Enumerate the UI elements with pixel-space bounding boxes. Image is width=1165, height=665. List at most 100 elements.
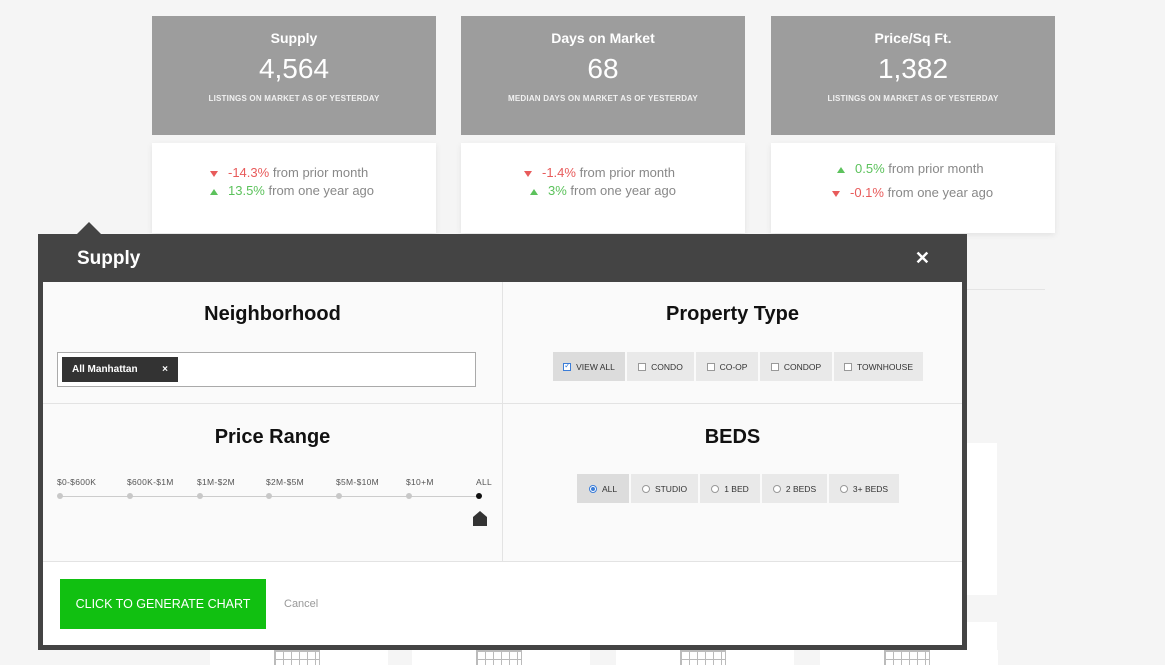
slider-stop-selected[interactable] — [476, 493, 482, 499]
checkbox-icon — [638, 362, 647, 371]
close-icon[interactable]: ✕ — [914, 248, 930, 268]
change-value: 13.5% — [228, 183, 265, 198]
background-panel — [210, 650, 388, 665]
up-arrow-icon — [837, 166, 845, 173]
option-label: 1 BED — [724, 483, 749, 494]
price-tick-label: $1M-$2M — [197, 477, 236, 487]
option-label: 3+ BEDS — [852, 483, 889, 494]
property-type-view-all[interactable]: VIEW ALL — [553, 352, 625, 381]
up-arrow-icon — [530, 188, 538, 195]
stat-card-value: 4,564 — [258, 53, 330, 84]
change-value: 3% — [548, 183, 567, 198]
up-arrow-icon — [210, 188, 218, 195]
option-label: TOWNHOUSE — [856, 361, 914, 372]
stat-card-subtitle: LISTINGS ON MARKET AS OF YESTERDAY — [208, 94, 380, 103]
price-tick-label: $10+M — [406, 477, 434, 487]
checkbox-icon — [843, 362, 852, 371]
slider-stop[interactable] — [336, 493, 342, 499]
price-tick-label: $5M-$10M — [336, 477, 380, 487]
option-label: STUDIO — [654, 483, 688, 494]
beds-2-beds[interactable]: 2 BEDS — [762, 474, 827, 503]
option-label: CONDOP — [783, 361, 822, 372]
background-panel — [616, 650, 794, 665]
stat-card-title: Supply — [270, 30, 318, 46]
beds-1-bed[interactable]: 1 BED — [700, 474, 760, 503]
beds-options: ALL STUDIO 1 BED 2 BEDS 3+ BEDS — [577, 474, 899, 503]
modal-pointer — [76, 222, 102, 235]
price-tick-label: $600K-$1M — [127, 477, 174, 487]
radio-icon — [711, 484, 720, 493]
cancel-link[interactable]: Cancel — [284, 598, 319, 610]
beds-heading: BEDS — [704, 426, 761, 448]
stat-card-price-per-sqft[interactable]: Price/Sq Ft. 1,382 LISTINGS ON MARKET AS… — [771, 16, 1055, 233]
slider-stop[interactable] — [57, 493, 63, 499]
beds-3-plus-beds[interactable]: 3+ BEDS — [829, 474, 899, 503]
slider-stop[interactable] — [197, 493, 203, 499]
beds-all[interactable]: ALL — [577, 474, 629, 503]
stat-card-title: Days on Market — [551, 30, 655, 46]
option-label: VIEW ALL — [576, 361, 615, 372]
radio-icon — [641, 484, 650, 493]
neighborhood-input[interactable]: All Manhattan × — [57, 352, 476, 387]
option-label: CONDO — [651, 361, 683, 372]
checkbox-icon — [706, 362, 715, 371]
modal-body: Neighborhood All Manhattan × Property Ty… — [43, 282, 962, 645]
modal-footer: CLICK TO GENERATE CHART Cancel — [43, 561, 962, 645]
change-value: 0.5% — [855, 161, 885, 176]
property-type-condop[interactable]: CONDOP — [760, 352, 832, 381]
stat-card-subtitle: LISTINGS ON MARKET AS OF YESTERDAY — [827, 94, 999, 103]
stat-card-value: 1,382 — [877, 53, 949, 84]
property-type-heading: Property Type — [666, 303, 799, 325]
down-arrow-icon — [832, 190, 840, 197]
option-label: ALL — [601, 483, 618, 494]
change-value: -1.4% — [542, 165, 576, 180]
remove-tag-icon[interactable]: × — [162, 364, 168, 375]
divider — [967, 289, 1045, 290]
stat-card-title: Price/Sq Ft. — [874, 30, 952, 46]
generate-chart-button[interactable]: CLICK TO GENERATE CHART — [60, 579, 266, 629]
property-type-options: VIEW ALL CONDO CO-OP CONDOP TOWNHOUSE — [553, 352, 923, 381]
slider-handle[interactable] — [473, 511, 487, 526]
down-arrow-icon — [210, 170, 218, 177]
chart-thumbnail-icon — [476, 650, 522, 665]
slider-stop[interactable] — [266, 493, 272, 499]
price-range-heading: Price Range — [214, 426, 331, 448]
price-range-slider[interactable]: $0-$600K $600K-$1M $1M-$2M $2M-$5M $5M-$… — [57, 477, 492, 537]
change-row: -14.3% from prior month — [210, 165, 368, 180]
change-label: from prior month — [272, 165, 369, 180]
change-row: 3% from one year ago — [530, 183, 676, 198]
background-panel — [820, 650, 998, 665]
stat-card-changes: 0.5% from prior month -0.1% from one yea… — [771, 143, 1055, 233]
change-row: -0.1% from one year ago — [832, 185, 993, 200]
stat-card-days-on-market[interactable]: Days on Market 68 MEDIAN DAYS ON MARKET … — [461, 16, 745, 233]
stat-card-supply[interactable]: Supply 4,564 LISTINGS ON MARKET AS OF YE… — [152, 16, 436, 233]
property-type-townhouse[interactable]: TOWNHOUSE — [834, 352, 923, 381]
option-label: 2 BEDS — [785, 483, 817, 494]
slider-stop[interactable] — [406, 493, 412, 499]
slider-stop[interactable] — [127, 493, 133, 499]
change-row: 0.5% from prior month — [837, 161, 984, 176]
stat-card-value: 68 — [587, 53, 619, 84]
modal-title: Supply — [77, 248, 141, 269]
change-label: from one year ago — [887, 185, 994, 200]
property-type-co-op[interactable]: CO-OP — [696, 352, 758, 381]
background-panel — [967, 443, 997, 595]
change-row: -1.4% from prior month — [524, 165, 675, 180]
price-tick-label: $2M-$5M — [266, 477, 305, 487]
neighborhood-heading: Neighborhood — [204, 303, 341, 325]
price-tick-label: $0-$600K — [57, 477, 97, 487]
change-value: -14.3% — [228, 165, 270, 180]
change-label: from one year ago — [570, 183, 676, 198]
option-label: CO-OP — [719, 361, 748, 372]
neighborhood-section: Neighborhood All Manhattan × — [43, 282, 503, 404]
stat-card-header: Days on Market 68 MEDIAN DAYS ON MARKET … — [461, 16, 745, 135]
beds-section: BEDS ALL STUDIO 1 BED 2 BEDS 3+ BEDS — [503, 404, 962, 561]
stat-card-subtitle: MEDIAN DAYS ON MARKET AS OF YESTERDAY — [508, 94, 698, 103]
beds-studio[interactable]: STUDIO — [631, 474, 698, 503]
change-label: from one year ago — [268, 183, 375, 198]
checkbox-checked-icon — [563, 361, 572, 371]
change-value: -0.1% — [850, 185, 884, 200]
price-tick-label: ALL — [476, 477, 493, 487]
property-type-condo[interactable]: CONDO — [627, 352, 694, 381]
down-arrow-icon — [524, 170, 532, 177]
